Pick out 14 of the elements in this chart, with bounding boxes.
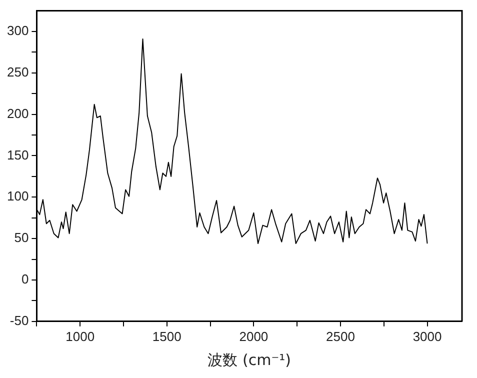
y-tick-label: -50 — [10, 312, 29, 328]
x-tick-label: 3000 — [412, 328, 442, 344]
x-axis-title: 波数 (cm⁻¹) — [208, 350, 291, 369]
y-tick-label: 300 — [6, 23, 29, 38]
y-tick-label: 150 — [6, 147, 29, 162]
x-tick-label: 1000 — [66, 328, 95, 344]
x-tick-label: 2500 — [326, 328, 355, 344]
x-tick-label: 1500 — [152, 328, 182, 344]
y-tick-label: 0 — [21, 272, 29, 287]
y-tick-label: 100 — [6, 188, 29, 204]
x-tick-label: 2000 — [239, 328, 268, 344]
y-tick-label: 50 — [14, 230, 29, 246]
y-tick-label: 200 — [6, 106, 29, 121]
y-tick-label: 250 — [6, 64, 29, 80]
